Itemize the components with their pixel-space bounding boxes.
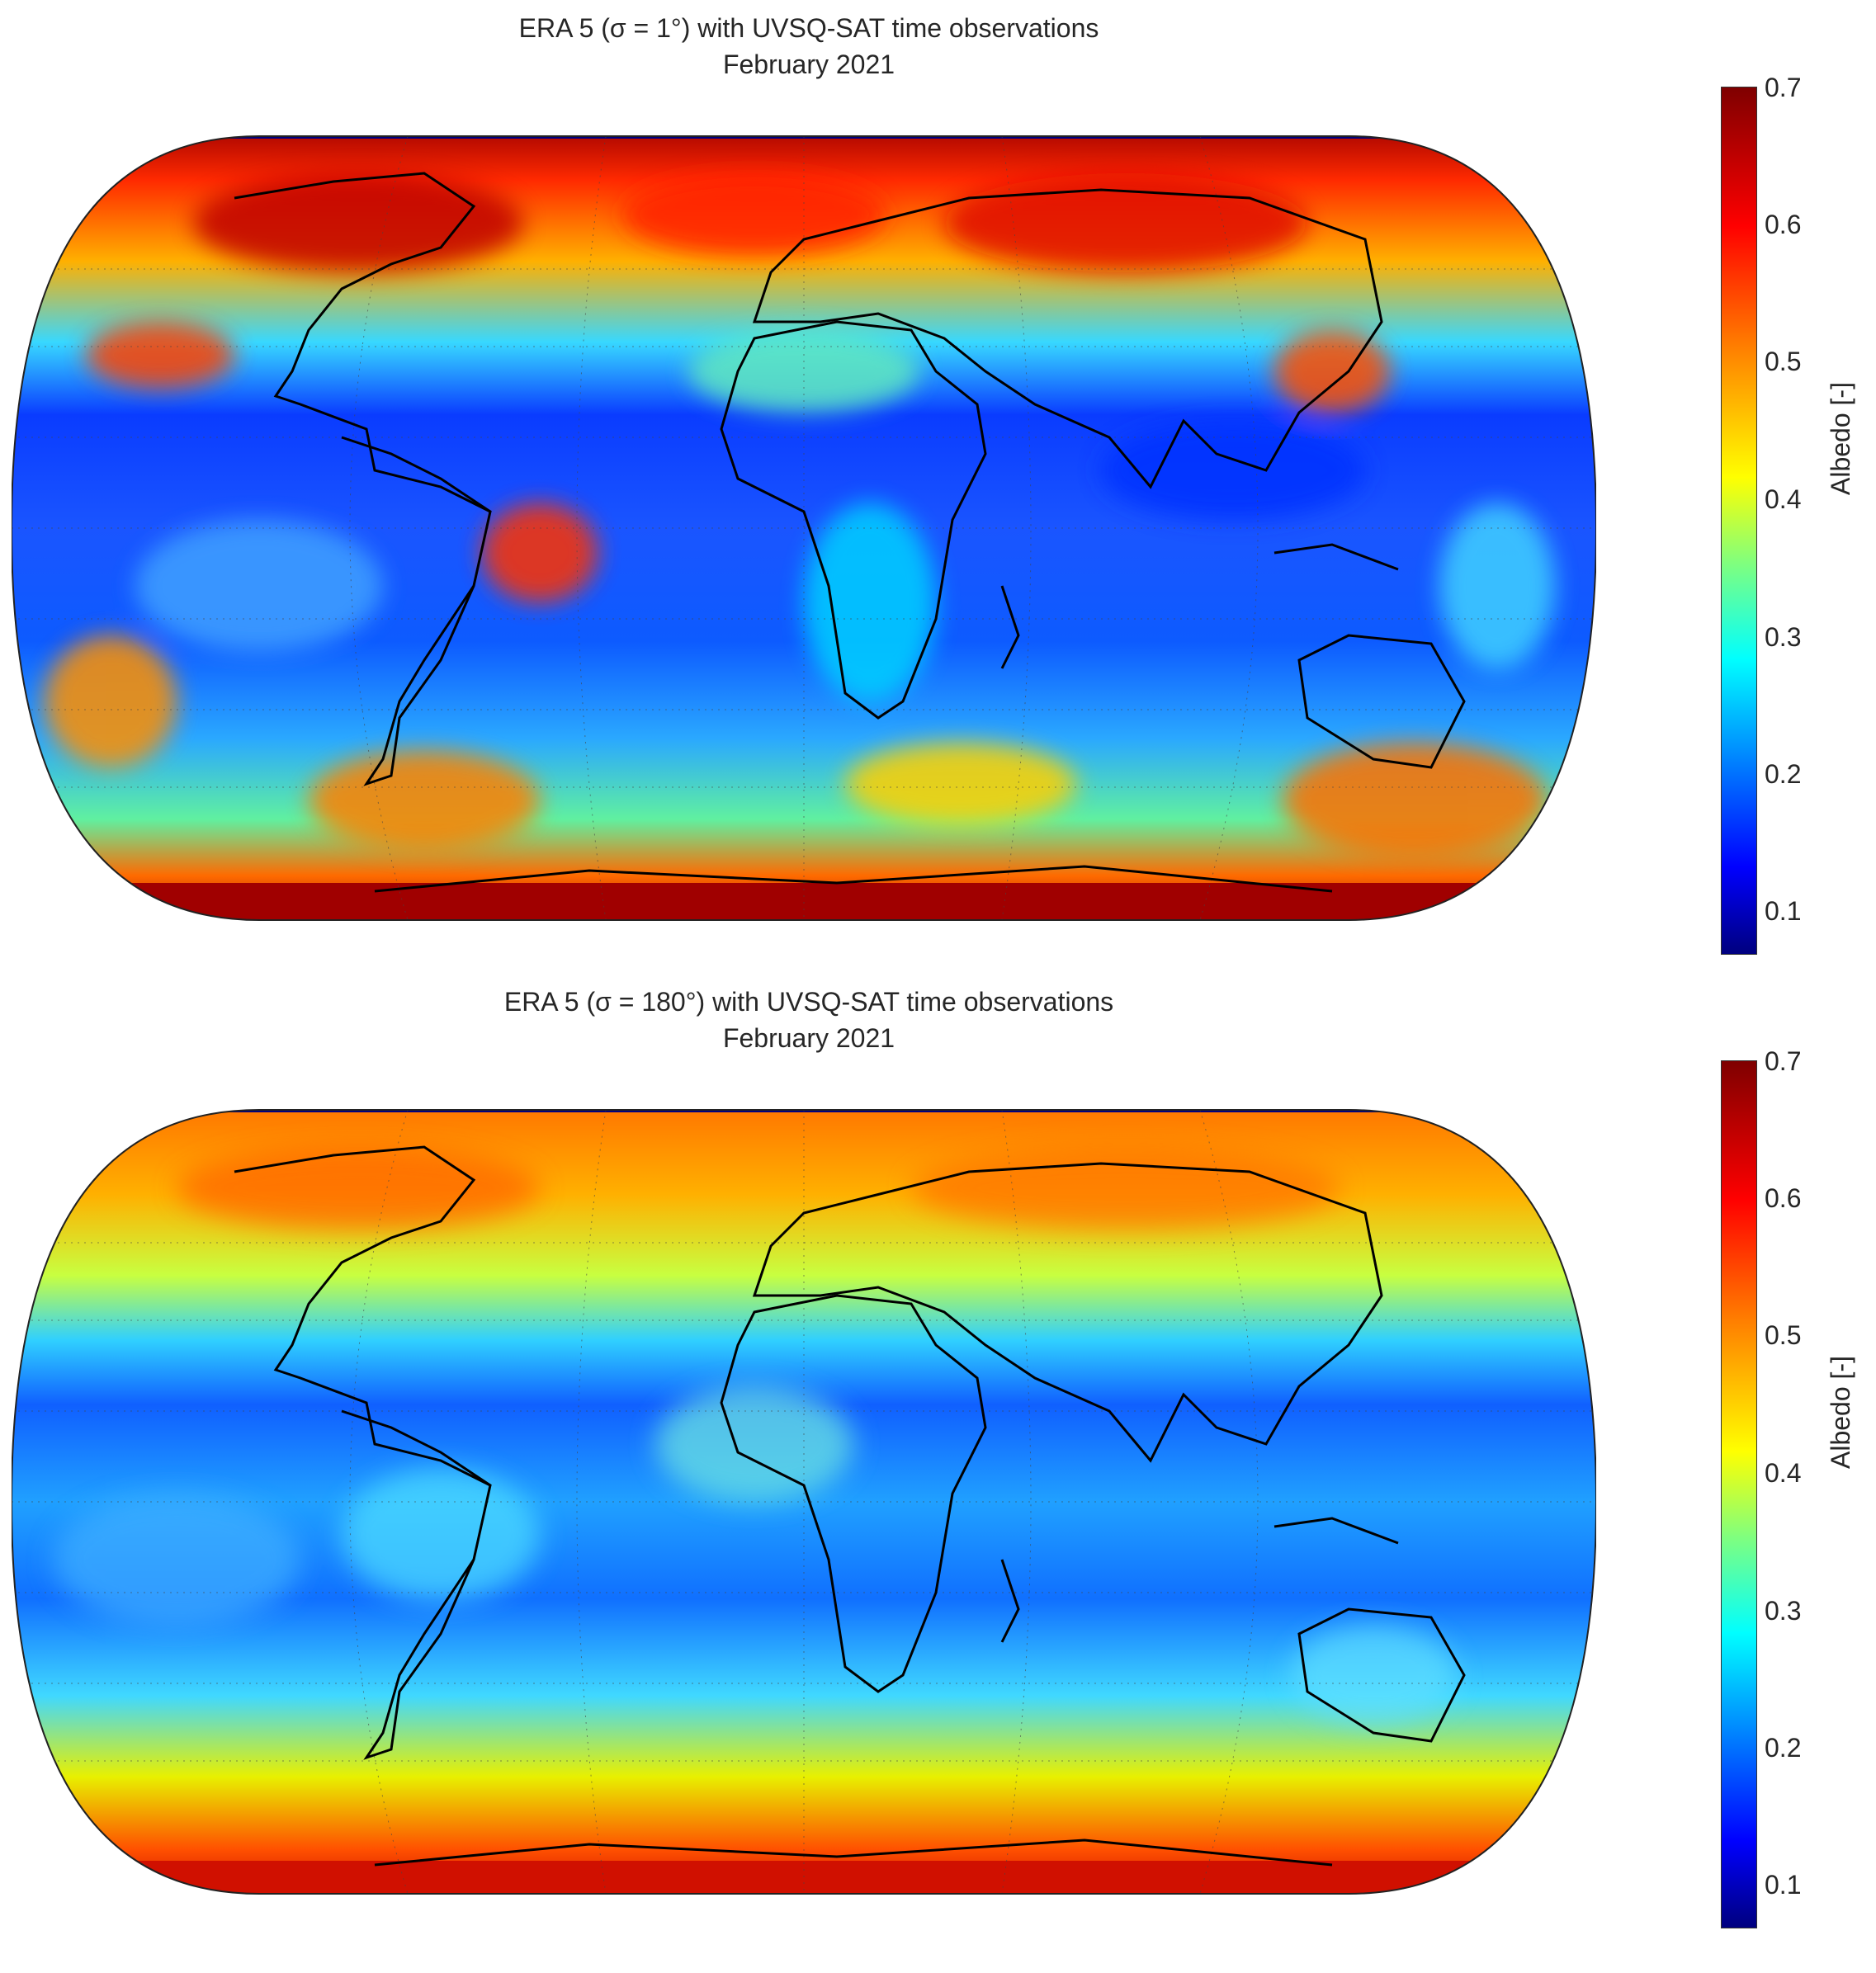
colorbar-tick: 0.4 [1765,484,1802,514]
map-subtitle: February 2021 [722,1023,895,1053]
colorbar [1721,87,1757,955]
albedo-map-sigma-1 [12,135,1596,921]
colorbar-tick: 0.4 [1765,1458,1802,1488]
map-title: ERA 5 (σ = 1°) with UVSQ-SAT time observ… [518,13,1099,43]
albedo-map-panel-sigma-1: ERA 5 (σ = 1°) with UVSQ-SAT time observ… [0,0,1876,974]
colorbar-tick: 0.6 [1765,210,1802,239]
albedo-map-panel-sigma-180: ERA 5 (σ = 180°) with UVSQ-SAT time obse… [0,974,1876,1947]
colorbar-tick: 0.7 [1765,1046,1802,1076]
colorbar-tick: 0.3 [1765,622,1802,652]
colorbar-tick: 0.5 [1765,1320,1802,1350]
colorbar-label: Albedo [-] [1826,1356,1855,1469]
map-subtitle: February 2021 [722,50,895,79]
colorbar-tick: 0.1 [1765,896,1802,926]
colorbar [1721,1060,1757,1928]
colorbar-tick: 0.6 [1765,1183,1802,1213]
map-title: ERA 5 (σ = 180°) with UVSQ-SAT time obse… [503,987,1114,1017]
colorbar-tick: 0.3 [1765,1596,1802,1626]
albedo-map-sigma-180 [12,1109,1596,1895]
colorbar-tick: 0.1 [1765,1870,1802,1900]
colorbar-tick: 0.7 [1765,73,1802,102]
colorbar-tick: 0.2 [1765,1733,1802,1763]
colorbar-tick: 0.5 [1765,347,1802,376]
colorbar-tick: 0.2 [1765,759,1802,789]
colorbar-label: Albedo [-] [1826,382,1855,495]
